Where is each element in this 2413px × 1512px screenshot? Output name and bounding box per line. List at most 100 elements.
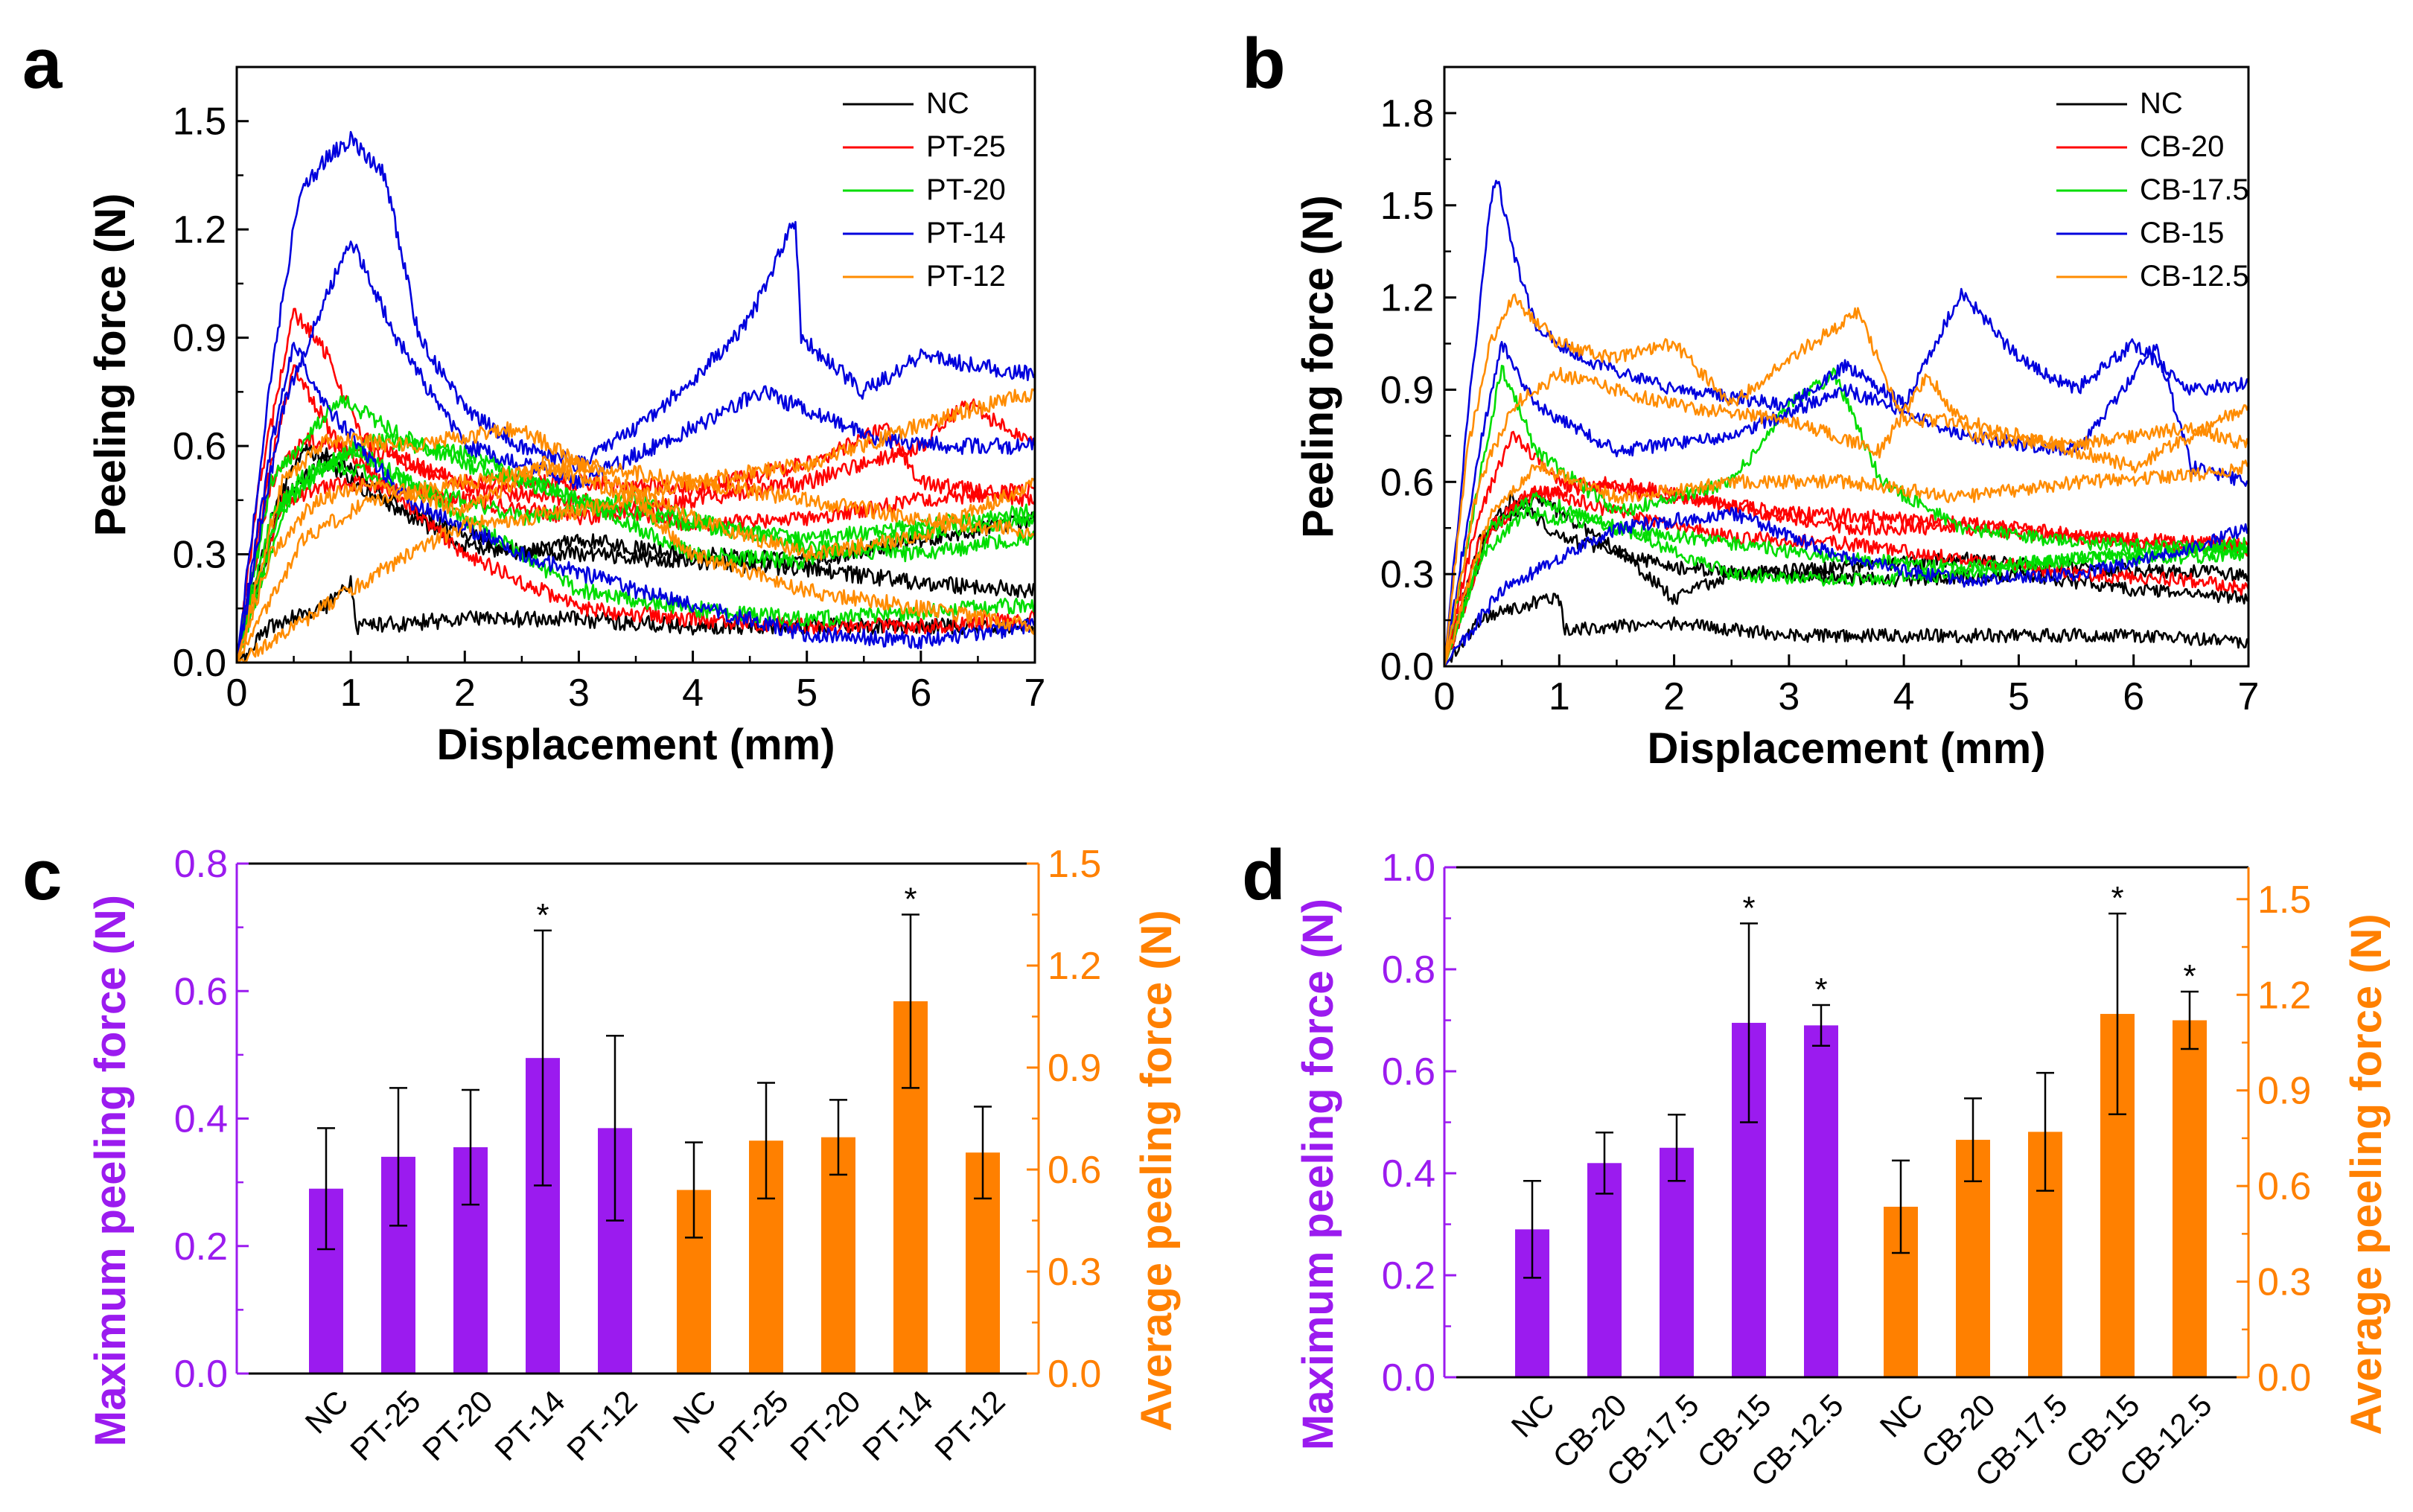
left-tick-label: 0.6 xyxy=(174,970,228,1013)
right-tick-label: 0.0 xyxy=(2257,1356,2311,1400)
x-tick-label: 3 xyxy=(1778,675,1800,718)
x-tick-label: 5 xyxy=(796,672,817,715)
legend-label: NC xyxy=(2140,87,2183,120)
series-line xyxy=(1444,430,2248,666)
right-tick-label: 0.6 xyxy=(2257,1165,2311,1208)
series-line xyxy=(237,364,1035,663)
right-tick-label: 0.3 xyxy=(1048,1251,1101,1294)
significance-star: * xyxy=(2111,880,2123,916)
legend-label: CB-15 xyxy=(2140,217,2224,249)
plot-area xyxy=(237,130,1035,663)
series-CB-15 xyxy=(1444,179,2248,666)
significance-star: * xyxy=(536,897,549,934)
category-label: PT-20 xyxy=(415,1384,499,1467)
category-label: NC xyxy=(1873,1388,1930,1444)
category-label: PT-20 xyxy=(783,1384,867,1467)
category-label: PT-14 xyxy=(488,1384,571,1467)
right-tick-label: 1.2 xyxy=(1048,945,1101,988)
y-tick-label: 0.6 xyxy=(1380,461,1434,504)
legend-label: PT-20 xyxy=(926,173,1006,206)
x-tick-label: 3 xyxy=(568,672,590,715)
y-tick-label: 1.8 xyxy=(1380,92,1434,135)
series-line xyxy=(1444,506,2248,666)
right-tick-label: 1.5 xyxy=(2257,878,2311,922)
legend-label: CB-20 xyxy=(2140,130,2224,163)
series-line xyxy=(1444,340,2248,666)
plot-area xyxy=(1444,179,2248,666)
category-label: NC xyxy=(299,1384,355,1441)
right-tick-label: 1.5 xyxy=(1048,843,1101,886)
y-tick-label: 0.6 xyxy=(173,425,226,468)
legend-label: NC xyxy=(926,87,969,120)
significance-star: * xyxy=(904,881,917,918)
bar xyxy=(821,1137,855,1374)
x-tick-label: 2 xyxy=(1663,675,1685,718)
left-tick-label: 1.0 xyxy=(1382,846,1435,890)
series-line xyxy=(237,240,1035,663)
series-line xyxy=(1444,179,2248,666)
x-tick-label: 4 xyxy=(1893,675,1915,718)
series-line xyxy=(1444,366,2248,666)
x-axis-title: Displacement (mm) xyxy=(436,721,835,769)
y-axis-title: Peeling force (N) xyxy=(86,194,135,537)
category-label: PT-25 xyxy=(711,1384,794,1467)
x-tick-label: 5 xyxy=(2008,675,2030,718)
category-label: PT-14 xyxy=(855,1384,939,1467)
legend: NC CB-20 CB-17.5 CB-15 CB-12.5 xyxy=(2056,87,2249,293)
legend: NC PT-25 PT-20 PT-14 PT-12 xyxy=(843,87,1006,293)
x-tick-label: 1 xyxy=(1549,675,1570,718)
series-line xyxy=(237,421,1035,663)
right-tick-label: 0.0 xyxy=(1048,1353,1101,1396)
right-tick-label: 0.9 xyxy=(1048,1047,1101,1090)
legend-label: PT-14 xyxy=(926,217,1006,249)
right-tick-label: 1.2 xyxy=(2257,974,2311,1017)
series-line xyxy=(237,456,1035,663)
right-tick-label: 0.9 xyxy=(2257,1070,2311,1113)
left-tick-label: 0.2 xyxy=(174,1225,228,1269)
panel-letter: b xyxy=(1242,24,1286,103)
x-tick-label: 4 xyxy=(682,672,704,715)
series-line xyxy=(237,575,1035,663)
series-CB-12.5 xyxy=(1444,293,2248,666)
y-tick-label: 0.9 xyxy=(173,317,226,360)
y-tick-label: 0.3 xyxy=(173,534,226,577)
panel-letter: d xyxy=(1242,835,1286,915)
category-label: PT-12 xyxy=(560,1384,643,1467)
series-line xyxy=(237,455,1035,663)
x-tick-label: 2 xyxy=(454,672,476,715)
panel-letter: a xyxy=(22,24,63,103)
left-tick-label: 0.6 xyxy=(1382,1050,1435,1094)
y-tick-label: 0.3 xyxy=(1380,553,1434,596)
series-PT-14 xyxy=(237,130,1035,663)
series-PT-12 xyxy=(237,388,1035,663)
series-line xyxy=(1444,476,2248,666)
left-axis-title: Maximum peeling force (N) xyxy=(1294,899,1342,1450)
series-line xyxy=(1444,459,2248,666)
series-line xyxy=(237,342,1035,663)
legend-label: PT-12 xyxy=(926,260,1006,293)
x-tick-label: 1 xyxy=(340,672,362,715)
series-line xyxy=(237,395,1035,663)
x-tick-label: 7 xyxy=(2238,675,2260,718)
x-tick-label: 0 xyxy=(226,672,248,715)
legend-label: CB-12.5 xyxy=(2140,260,2249,293)
category-label: PT-25 xyxy=(343,1384,427,1467)
y-tick-label: 1.5 xyxy=(1380,185,1434,228)
x-axis-title: Displacement (mm) xyxy=(1647,724,2045,773)
panel-b: b 0 1 2 3 4 5 6 7 0.0 0.3 0.6 0.9 1.2 1.5 1.8 Displaceme… xyxy=(1242,24,2259,773)
series-line xyxy=(237,458,1035,663)
category-label: NC xyxy=(1505,1388,1561,1444)
series-line xyxy=(1444,593,2248,666)
bar xyxy=(1587,1163,1622,1377)
left-tick-label: 0.4 xyxy=(174,1098,228,1141)
right-axis-title: Average peeling force (N) xyxy=(1132,910,1181,1431)
right-axis-title: Average peeling force (N) xyxy=(2342,913,2391,1435)
series-line xyxy=(1444,485,2248,666)
series-line xyxy=(1444,293,2248,666)
left-tick-label: 0.8 xyxy=(174,843,228,886)
series-line xyxy=(237,130,1035,663)
